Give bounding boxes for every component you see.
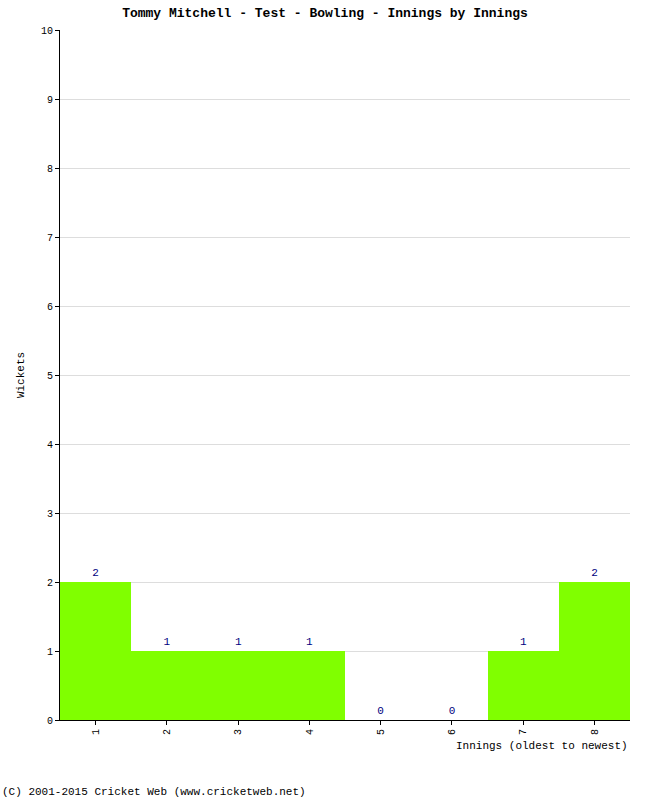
svg-text:10: 10: [41, 26, 53, 37]
svg-text:7: 7: [47, 233, 53, 244]
svg-text:4: 4: [47, 440, 53, 451]
svg-text:Tommy Mitchell - Test - Bowlin: Tommy Mitchell - Test - Bowling - Inning…: [122, 6, 528, 21]
svg-text:7: 7: [518, 729, 529, 735]
svg-text:1: 1: [520, 636, 527, 648]
svg-text:2: 2: [92, 567, 99, 579]
svg-text:2: 2: [591, 567, 598, 579]
svg-text:1: 1: [235, 636, 242, 648]
svg-text:1: 1: [47, 647, 53, 658]
svg-text:8: 8: [590, 729, 601, 735]
svg-text:(C) 2001-2015 Cricket Web (www: (C) 2001-2015 Cricket Web (www.cricketwe…: [2, 786, 306, 798]
svg-text:1: 1: [306, 636, 313, 648]
svg-text:0: 0: [449, 705, 456, 717]
svg-text:3: 3: [233, 729, 244, 735]
svg-text:8: 8: [47, 164, 53, 175]
svg-text:Wickets: Wickets: [15, 352, 27, 398]
svg-text:2: 2: [47, 578, 53, 589]
svg-text:Innings (oldest to newest): Innings (oldest to newest): [456, 740, 628, 752]
svg-text:4: 4: [305, 729, 316, 735]
svg-text:2: 2: [162, 729, 173, 735]
svg-text:5: 5: [376, 729, 387, 735]
svg-text:5: 5: [47, 371, 53, 382]
svg-text:6: 6: [47, 302, 53, 313]
svg-text:0: 0: [377, 705, 384, 717]
svg-text:9: 9: [47, 95, 53, 106]
svg-text:6: 6: [447, 729, 458, 735]
svg-text:1: 1: [164, 636, 171, 648]
svg-text:0: 0: [47, 716, 53, 727]
svg-text:1: 1: [91, 729, 102, 735]
svg-text:3: 3: [47, 509, 53, 520]
